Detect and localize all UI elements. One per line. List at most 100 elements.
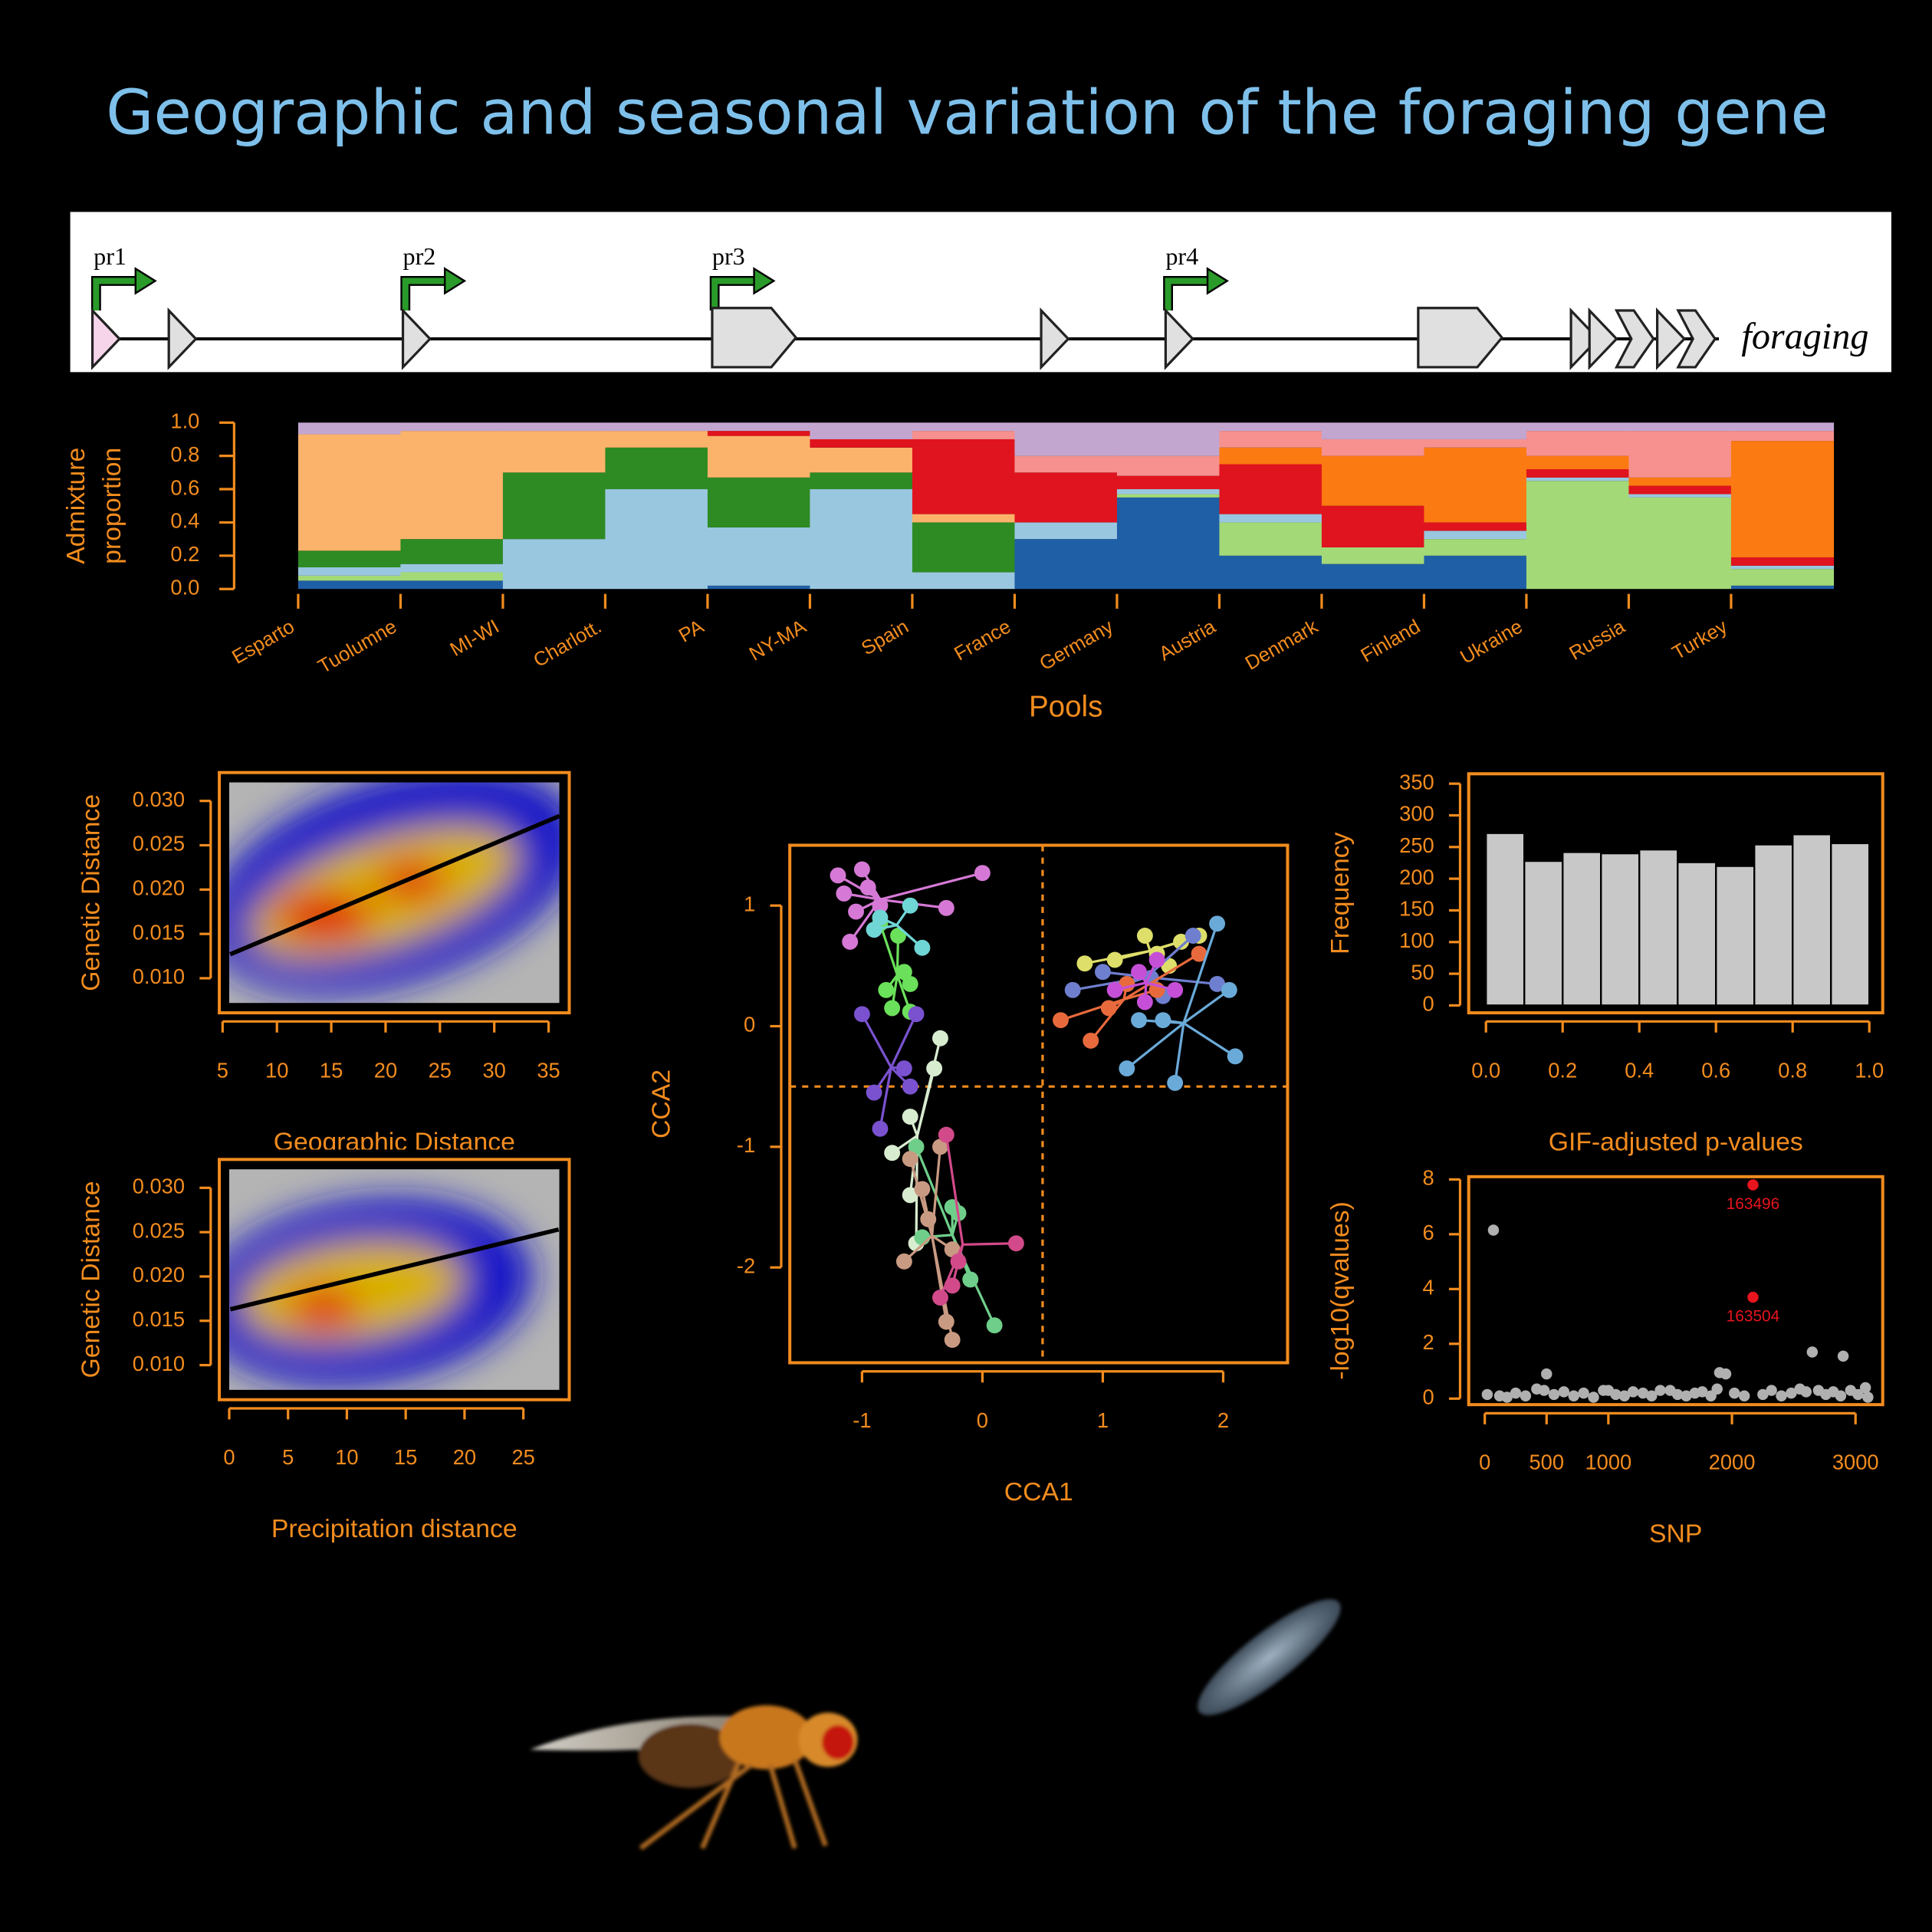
admixture-segment (1321, 505, 1425, 547)
admixture-segment (1014, 455, 1118, 473)
promoter-label: pr1 (94, 242, 127, 270)
admixture-segment (502, 472, 606, 540)
point (1757, 1388, 1769, 1401)
point (914, 1229, 931, 1246)
exon (1656, 307, 1687, 370)
admixture-segment (1014, 472, 1118, 523)
exon (1588, 307, 1618, 370)
admixture-segment (1730, 557, 1835, 566)
point (866, 922, 882, 938)
y-tick-label: 300 (1399, 802, 1434, 826)
admixture-segment (707, 435, 811, 478)
admixture-segment (605, 431, 708, 448)
point (902, 1187, 918, 1204)
point (1501, 1392, 1513, 1403)
admixture-segment (605, 447, 708, 490)
point (1800, 1386, 1812, 1398)
x-tick-label: 0.4 (1625, 1058, 1654, 1082)
regression-line (229, 813, 560, 957)
point (926, 1060, 943, 1077)
x-tick-label: Denmark (1242, 616, 1322, 674)
admixture-segment (1014, 539, 1118, 590)
admixture-segment (1219, 447, 1322, 465)
histogram-bar (1523, 859, 1564, 1007)
point (902, 1151, 918, 1168)
point (944, 1332, 961, 1349)
exon (711, 307, 798, 369)
point (938, 1313, 955, 1330)
spider-line (1182, 989, 1230, 1024)
x-tick-label: 5 (217, 1058, 228, 1082)
y-tick-label: 0.6 (170, 475, 199, 499)
point (1167, 1075, 1184, 1091)
point (878, 981, 895, 998)
histogram-bar (1562, 851, 1602, 1007)
admixture-segment (1219, 464, 1322, 514)
spider-line (1145, 935, 1194, 978)
point (938, 899, 955, 916)
promoter-arrow (1165, 278, 1211, 310)
admixture-segment (1014, 422, 1118, 456)
admixture-segment (1628, 431, 1732, 478)
point (1131, 964, 1147, 981)
y-tick-label: 350 (1399, 770, 1434, 794)
exon (1164, 307, 1194, 370)
admixture-segment (1116, 455, 1221, 476)
point (872, 897, 889, 914)
point (1711, 1383, 1723, 1395)
point (1747, 1179, 1759, 1191)
x-tick-label: 0 (977, 1408, 988, 1432)
point (1136, 994, 1153, 1010)
admixture-segment (912, 422, 1016, 432)
admixture-segment (810, 439, 913, 448)
point (859, 879, 876, 896)
x-tick-label: Esparto (228, 616, 298, 669)
exon (401, 307, 432, 370)
histogram-bar (1753, 843, 1794, 1007)
point (950, 1253, 967, 1270)
exon (1569, 307, 1600, 370)
point (932, 1290, 948, 1306)
y-tick-label: 8 (1423, 1166, 1434, 1190)
point (944, 1277, 961, 1294)
point (938, 1126, 955, 1143)
x-tick-label: 35 (537, 1058, 560, 1082)
point (1184, 928, 1201, 944)
y-tick-label: 0 (1423, 992, 1434, 1016)
plot-frame (788, 843, 1290, 1365)
exon (1614, 309, 1655, 369)
point (908, 1138, 925, 1155)
y-tick-label: 0.015 (133, 1307, 185, 1331)
y-tick-label: 0.010 (133, 1352, 185, 1375)
spider-line (938, 1244, 964, 1299)
admixture-segment (1116, 497, 1221, 590)
point (1053, 1012, 1069, 1029)
point (1627, 1386, 1639, 1398)
x-tick-label: 25 (429, 1058, 452, 1082)
y-tick-label: 2 (1423, 1330, 1434, 1354)
promoter-arrow (711, 278, 757, 310)
y-axis-label: Genetic Distance (76, 794, 105, 991)
spider-line (879, 1066, 892, 1129)
x-tick-label: 20 (374, 1058, 397, 1082)
point (1100, 1000, 1117, 1017)
y-tick-label: 0.020 (133, 876, 185, 900)
point (1173, 933, 1189, 950)
point (944, 1241, 961, 1258)
point (842, 933, 859, 950)
point (920, 1211, 937, 1227)
gene-name: foraging (1741, 317, 1868, 357)
histogram-bar (1485, 832, 1526, 1007)
point (1671, 1388, 1684, 1401)
point (1654, 1385, 1666, 1396)
x-tick-label: Spain (858, 616, 912, 659)
x-tick-label: 15 (394, 1445, 417, 1469)
gene-panel (70, 212, 1891, 373)
point (902, 897, 918, 914)
admixture-segment (297, 550, 402, 568)
point (872, 909, 889, 926)
admixture-segment (400, 564, 504, 573)
point (830, 867, 846, 884)
x-tick-label: 0.8 (1778, 1058, 1807, 1082)
admixture-segment (1219, 555, 1322, 590)
